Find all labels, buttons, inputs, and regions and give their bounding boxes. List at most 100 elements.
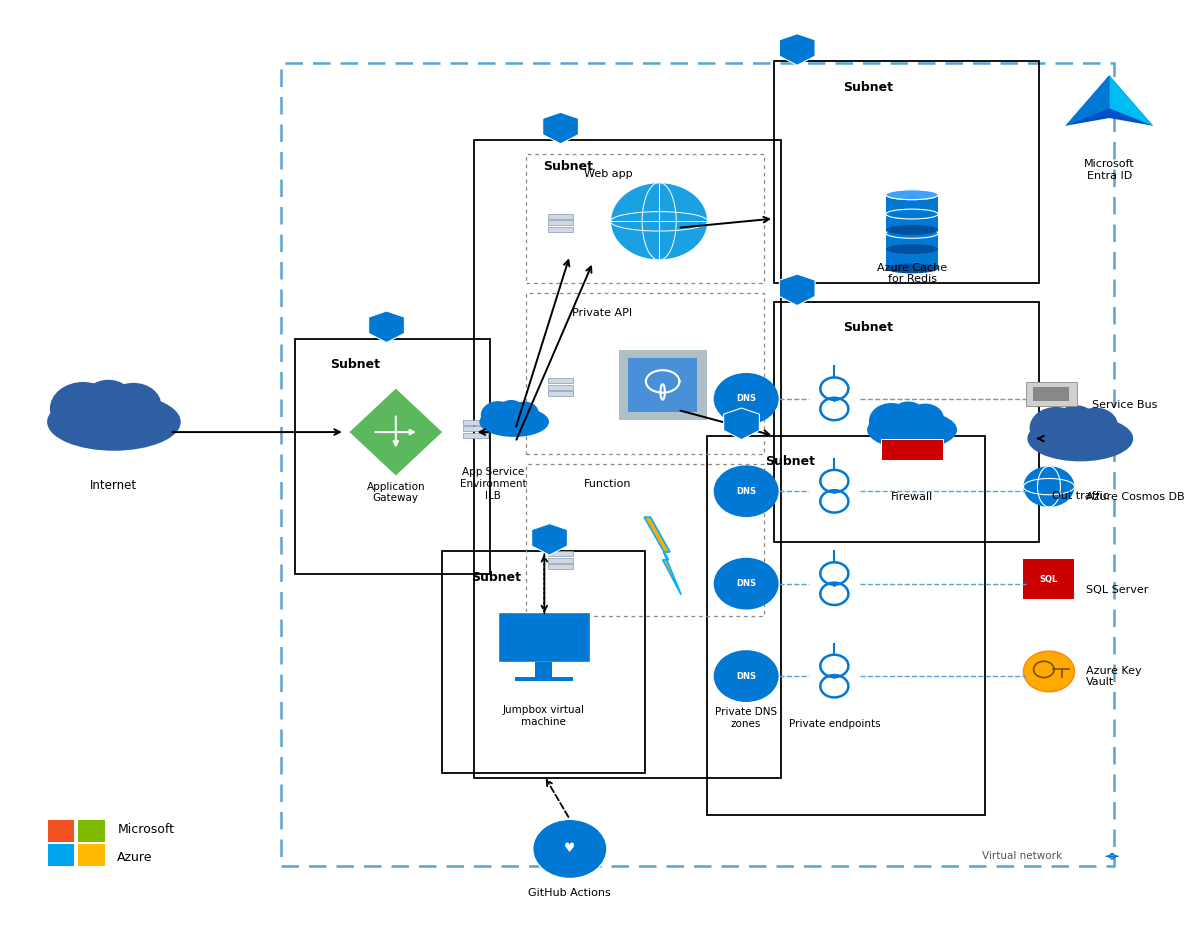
Bar	[548, 221, 573, 225]
Text: Subnet: Subnet	[330, 359, 380, 372]
Polygon shape	[348, 387, 443, 476]
Ellipse shape	[479, 407, 549, 437]
Ellipse shape	[886, 225, 938, 235]
Bar	[882, 438, 943, 460]
Polygon shape	[1065, 75, 1153, 126]
Text: DNS: DNS	[736, 394, 757, 403]
Bar	[464, 420, 489, 425]
Text: DNS: DNS	[736, 579, 757, 588]
Text: Application
Gateway: Application Gateway	[366, 482, 425, 503]
Ellipse shape	[886, 190, 938, 199]
Bar	[886, 195, 938, 230]
Bar	[548, 391, 573, 396]
Bar	[773, 302, 1039, 542]
Polygon shape	[779, 33, 815, 65]
Bar	[548, 552, 573, 556]
Bar	[526, 293, 764, 454]
Text: Subnet: Subnet	[765, 455, 814, 468]
Circle shape	[1023, 651, 1075, 692]
Circle shape	[1023, 466, 1075, 507]
Text: Out traffic: Out traffic	[1052, 490, 1109, 501]
Circle shape	[533, 819, 607, 879]
Bar	[464, 426, 489, 431]
Circle shape	[83, 380, 133, 420]
Text: Virtual network: Virtual network	[981, 851, 1062, 861]
Ellipse shape	[886, 228, 938, 238]
Bar	[526, 154, 764, 284]
Text: Private DNS
zones: Private DNS zones	[715, 707, 777, 729]
Text: Function: Function	[584, 478, 632, 489]
Text: Firewall: Firewall	[891, 492, 933, 502]
Polygon shape	[644, 517, 681, 595]
Polygon shape	[543, 112, 579, 144]
Bar	[1026, 382, 1077, 406]
Bar	[78, 820, 104, 842]
Polygon shape	[1110, 75, 1153, 126]
Text: Azure Cache
for Redis: Azure Cache for Redis	[877, 262, 948, 285]
Text: GitHub Actions: GitHub Actions	[528, 888, 611, 898]
Text: DNS: DNS	[736, 487, 757, 496]
Text: Private API: Private API	[572, 308, 632, 318]
Polygon shape	[779, 274, 815, 306]
Ellipse shape	[47, 393, 180, 451]
Bar	[548, 385, 573, 389]
Ellipse shape	[886, 210, 938, 219]
Polygon shape	[532, 524, 567, 555]
Bar	[628, 358, 697, 413]
Bar	[886, 234, 938, 269]
Bar	[548, 557, 573, 563]
Ellipse shape	[1027, 415, 1134, 462]
Text: Internet: Internet	[90, 479, 137, 492]
Ellipse shape	[867, 411, 957, 450]
Text: Web app: Web app	[584, 169, 633, 179]
Bar	[536, 662, 552, 679]
Text: Subnet: Subnet	[843, 322, 894, 335]
Text: Jumpbox virtual
machine: Jumpbox virtual machine	[503, 705, 585, 727]
Polygon shape	[724, 408, 759, 439]
Bar	[773, 61, 1039, 284]
Circle shape	[713, 465, 778, 517]
Ellipse shape	[886, 244, 938, 254]
Bar	[48, 844, 74, 866]
Bar	[886, 214, 938, 249]
Text: SQL Server: SQL Server	[1086, 585, 1148, 595]
Bar	[442, 552, 645, 773]
Bar	[48, 820, 74, 842]
Circle shape	[509, 401, 539, 425]
Circle shape	[50, 382, 116, 435]
Bar	[1023, 559, 1075, 600]
Text: DNS: DNS	[736, 671, 757, 680]
Bar	[295, 338, 490, 575]
Bar	[548, 564, 573, 569]
Circle shape	[610, 183, 707, 260]
Bar	[78, 844, 104, 866]
Circle shape	[480, 401, 515, 429]
Bar	[497, 613, 590, 662]
Text: Azure Key
Vault: Azure Key Vault	[1086, 666, 1142, 687]
Circle shape	[870, 403, 914, 438]
Bar	[1033, 387, 1069, 401]
Bar	[619, 349, 706, 420]
Polygon shape	[1065, 75, 1110, 126]
Text: Microsoft: Microsoft	[118, 823, 174, 836]
Text: Subnet: Subnet	[543, 159, 593, 172]
Text: Private endpoints: Private endpoints	[789, 719, 880, 729]
Circle shape	[907, 403, 944, 434]
Text: Service Bus: Service Bus	[1092, 400, 1158, 410]
Circle shape	[498, 400, 525, 421]
Bar	[548, 378, 573, 384]
Circle shape	[1029, 407, 1082, 449]
Bar	[706, 436, 985, 815]
Text: Azure Cosmos DB: Azure Cosmos DB	[1086, 492, 1184, 502]
Text: SQL: SQL	[1040, 575, 1058, 583]
Text: App Service
Environment
ILB: App Service Environment ILB	[460, 467, 526, 501]
Bar	[464, 433, 489, 438]
Bar	[548, 226, 573, 232]
Bar	[548, 214, 573, 219]
Circle shape	[713, 558, 778, 610]
Text: Azure: Azure	[118, 851, 153, 864]
Circle shape	[106, 383, 161, 427]
Text: Subnet: Subnet	[471, 571, 521, 584]
Circle shape	[713, 650, 778, 702]
Text: ♥: ♥	[564, 843, 575, 856]
